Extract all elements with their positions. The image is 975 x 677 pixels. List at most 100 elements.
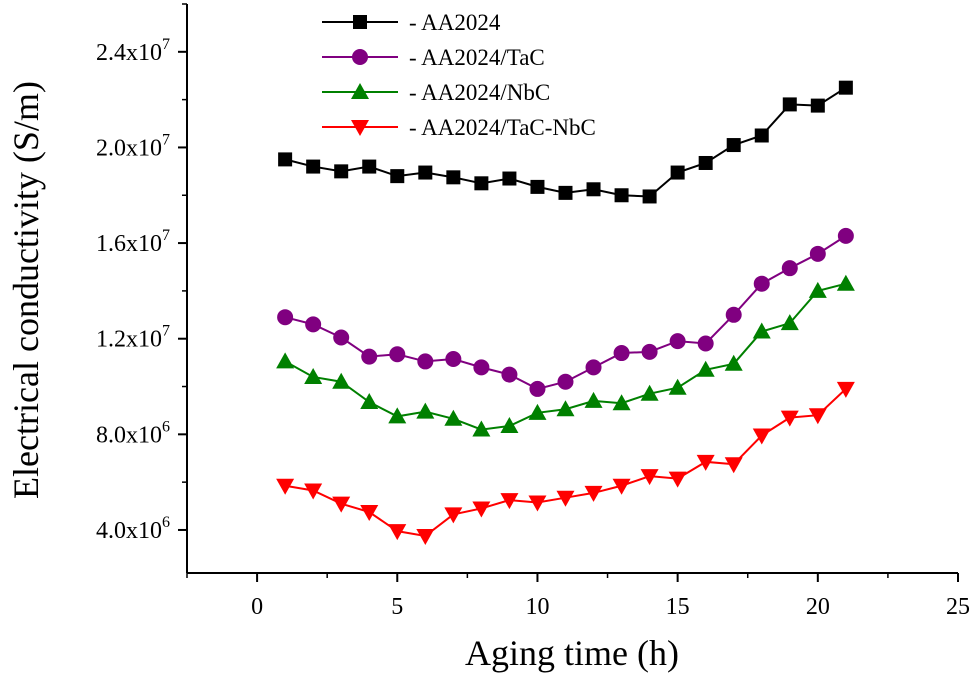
data-point	[502, 171, 517, 186]
data-point	[670, 165, 685, 180]
data-point	[698, 155, 713, 170]
legend-label: - AA2024/TaC	[409, 45, 545, 70]
data-point	[529, 380, 546, 397]
data-point	[724, 354, 743, 371]
data-point	[726, 138, 741, 153]
data-point	[416, 528, 435, 545]
data-point	[782, 97, 797, 112]
data-point	[530, 179, 545, 194]
series	[276, 80, 855, 545]
series-2	[276, 274, 855, 437]
data-point	[585, 359, 602, 376]
data-point	[473, 359, 490, 376]
x-tick-label: 10	[525, 594, 549, 620]
data-point	[416, 402, 435, 419]
y-tick-label: 2.0x107	[96, 131, 170, 161]
data-point	[724, 457, 743, 474]
data-point	[697, 335, 714, 352]
legend-marker	[353, 15, 367, 29]
y-axis-title: Electrical conductivity (S/m)	[6, 81, 46, 499]
data-point	[474, 176, 489, 191]
data-point	[334, 164, 349, 179]
data-point	[445, 351, 462, 368]
data-point	[332, 496, 351, 513]
data-point	[305, 316, 322, 333]
data-point	[837, 227, 854, 244]
series-1	[277, 227, 854, 397]
data-point	[360, 505, 379, 522]
data-point	[501, 366, 518, 383]
y-tick-label: 2.4x107	[96, 36, 170, 66]
series-line	[284, 235, 847, 390]
data-point	[360, 393, 379, 410]
data-point	[528, 495, 547, 512]
data-point	[276, 352, 295, 369]
data-point	[640, 469, 659, 486]
data-point	[780, 410, 799, 427]
data-point	[333, 329, 350, 346]
data-point	[836, 274, 855, 291]
x-tick-label: 5	[391, 594, 403, 620]
data-point	[556, 400, 575, 417]
legend-label: - AA2024	[409, 10, 501, 35]
x-tick-label: 15	[666, 594, 690, 620]
data-point	[808, 281, 827, 298]
data-point	[472, 420, 491, 437]
data-point	[500, 493, 519, 510]
data-point	[641, 343, 658, 360]
data-point	[472, 501, 491, 518]
data-point	[752, 322, 771, 339]
data-point	[278, 152, 293, 167]
legend-marker	[351, 120, 369, 136]
data-point	[640, 384, 659, 401]
series-0	[278, 80, 853, 204]
data-point	[809, 245, 826, 262]
data-point	[444, 409, 463, 426]
data-point	[696, 454, 715, 471]
data-point	[528, 403, 547, 420]
data-point	[332, 372, 351, 389]
data-point	[586, 182, 601, 197]
legend-marker	[352, 49, 368, 65]
data-point	[446, 170, 461, 185]
data-point	[725, 306, 742, 323]
data-point	[668, 471, 687, 488]
axes	[186, 4, 958, 574]
data-point	[500, 416, 519, 433]
data-point	[361, 348, 378, 365]
data-point	[556, 490, 575, 507]
data-point	[668, 378, 687, 395]
data-point	[669, 333, 686, 350]
legend: - AA2024 - AA2024/TaC - AA2024/NbC - AA2024…	[322, 10, 596, 140]
data-point	[836, 381, 855, 398]
data-point	[444, 507, 463, 524]
data-point	[389, 346, 406, 363]
data-point	[614, 188, 629, 203]
data-point	[390, 169, 405, 184]
data-point	[781, 260, 798, 277]
data-point	[584, 485, 603, 502]
data-point	[696, 360, 715, 377]
data-point	[557, 373, 574, 390]
x-axis-title: Aging time (h)	[465, 633, 679, 673]
ticks: 0 5 10 15 20 25 4.0x106 8.0x106 1.2x107 1.6x107 2.…	[96, 3, 970, 620]
x-tick-label: 20	[806, 594, 830, 620]
data-point	[808, 408, 827, 425]
data-point	[753, 275, 770, 292]
data-point	[752, 428, 771, 445]
data-point	[612, 394, 631, 411]
legend-marker	[351, 83, 369, 99]
data-point	[754, 128, 769, 143]
data-point	[584, 391, 603, 408]
data-point	[613, 345, 630, 362]
data-point	[418, 165, 433, 180]
data-point	[277, 309, 294, 326]
data-point	[417, 353, 434, 370]
data-point	[838, 80, 853, 95]
data-point	[388, 407, 407, 424]
data-point	[362, 159, 377, 174]
data-point	[276, 478, 295, 495]
data-point	[306, 159, 321, 174]
legend-label: - AA2024/TaC-NbC	[409, 115, 596, 140]
